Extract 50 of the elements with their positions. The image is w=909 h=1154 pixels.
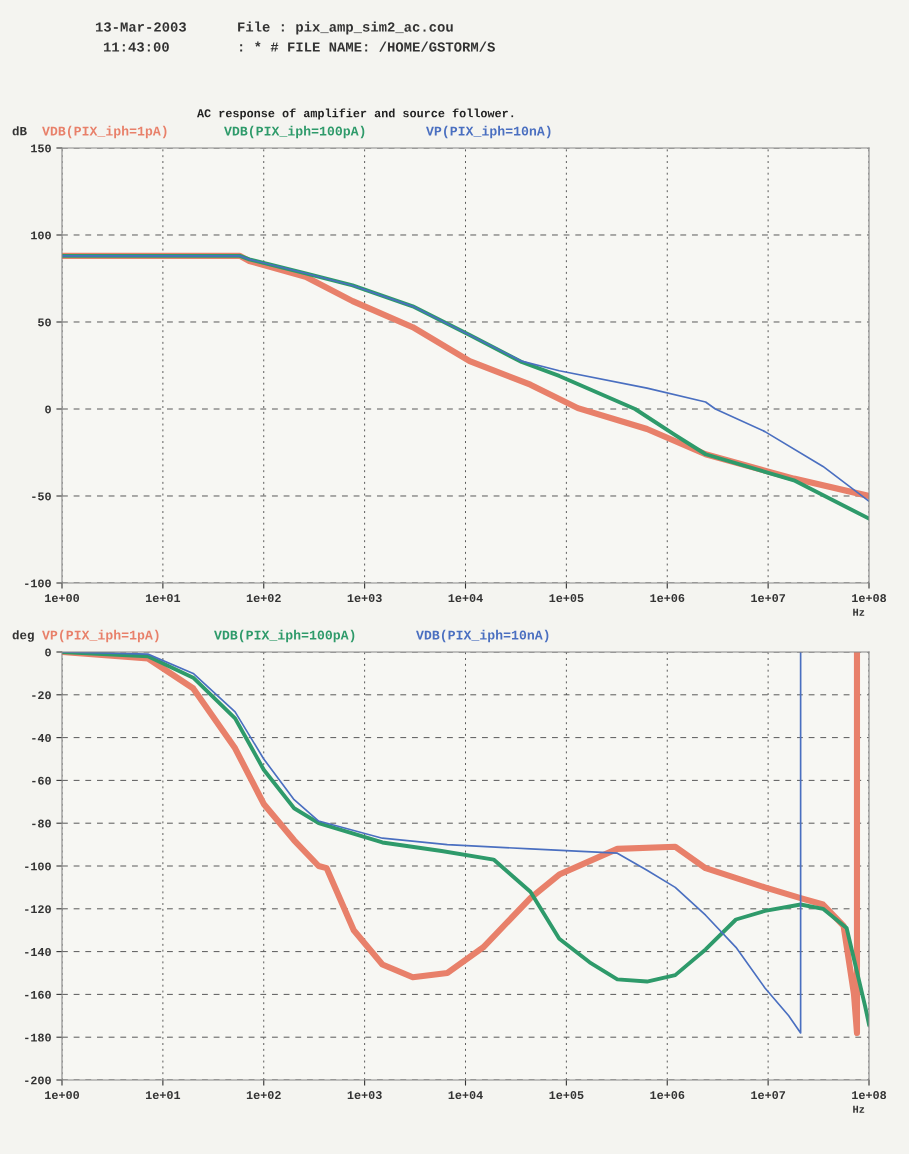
x-tick-label: 1e+06	[650, 594, 685, 603]
x-tick-label: 1e+07	[751, 1091, 786, 1100]
series-label: VP(PIX_iph=1pA)	[42, 629, 159, 643]
text: VDB(PIX_iph=1pA)	[42, 125, 167, 139]
y-tick-label: -50	[32, 492, 51, 501]
y-tick-label: -60	[32, 776, 51, 785]
y-axis-title: deg	[12, 630, 34, 642]
x-tick-label: 1e+00	[45, 1091, 80, 1100]
y-tick-label: 0	[45, 648, 51, 657]
text: 11:43:00	[103, 42, 169, 52]
text: File : pix_amp_sim2_ac.cou	[238, 21, 453, 35]
y-tick-label: -40	[32, 733, 51, 742]
x-tick-label: 1e+07	[751, 594, 786, 603]
text: : * # FILE NAME: /HOME/GSTORM/S	[240, 41, 495, 52]
x-tick-label: 1e+04	[448, 1091, 483, 1100]
x-tick-label: 1e+02	[246, 594, 281, 603]
y-tick-label: -200	[25, 1076, 51, 1085]
x-tick-label: 1e+00	[45, 594, 80, 603]
y-tick-label: -100	[25, 862, 51, 871]
x-tick-label: 1e+08	[852, 594, 887, 603]
text: 13-Mar-2003	[95, 22, 186, 32]
y-axis-title: dB	[12, 126, 27, 136]
text: VDB(PIX_iph=100pA)	[224, 125, 365, 139]
x-tick-label: 1e+02	[246, 1091, 281, 1100]
text: VDB(PIX_iph=100pA)	[214, 629, 355, 643]
x-tick-label: 1e+08	[852, 1091, 887, 1100]
x-tick-label: 1e+05	[549, 594, 584, 603]
x-axis-title: Hz	[853, 608, 865, 616]
text: VP(PIX_iph=10nA)	[426, 125, 551, 139]
y-tick-label: -120	[25, 905, 51, 914]
x-tick-label: 1e+01	[145, 594, 181, 603]
x-tick-label: 1e+06	[650, 1091, 685, 1100]
y-tick-label: -140	[25, 947, 51, 956]
y-tick-label: -100	[25, 579, 51, 588]
y-tick-label: 150	[31, 144, 51, 153]
y-tick-label: -180	[25, 1033, 51, 1042]
x-tick-label: 1e+01	[145, 1091, 181, 1100]
y-tick-label: -80	[32, 819, 51, 828]
x-tick-label: 1e+04	[448, 594, 483, 603]
y-tick-label: -160	[25, 990, 51, 999]
y-tick-label: 0	[45, 405, 51, 414]
y-tick-label: 50	[38, 318, 51, 327]
y-tick-label: 100	[31, 231, 51, 240]
text: VDB(PIX_iph=10nA)	[416, 629, 549, 643]
x-tick-label: 1e+05	[549, 1091, 584, 1100]
chart-title: AC response of amplifier and source follower.	[197, 108, 514, 120]
x-tick-label: 1e+03	[347, 1091, 382, 1100]
x-axis-title: Hz	[853, 1105, 865, 1113]
x-tick-label: 1e+03	[347, 594, 382, 603]
y-tick-label: -20	[32, 691, 51, 700]
